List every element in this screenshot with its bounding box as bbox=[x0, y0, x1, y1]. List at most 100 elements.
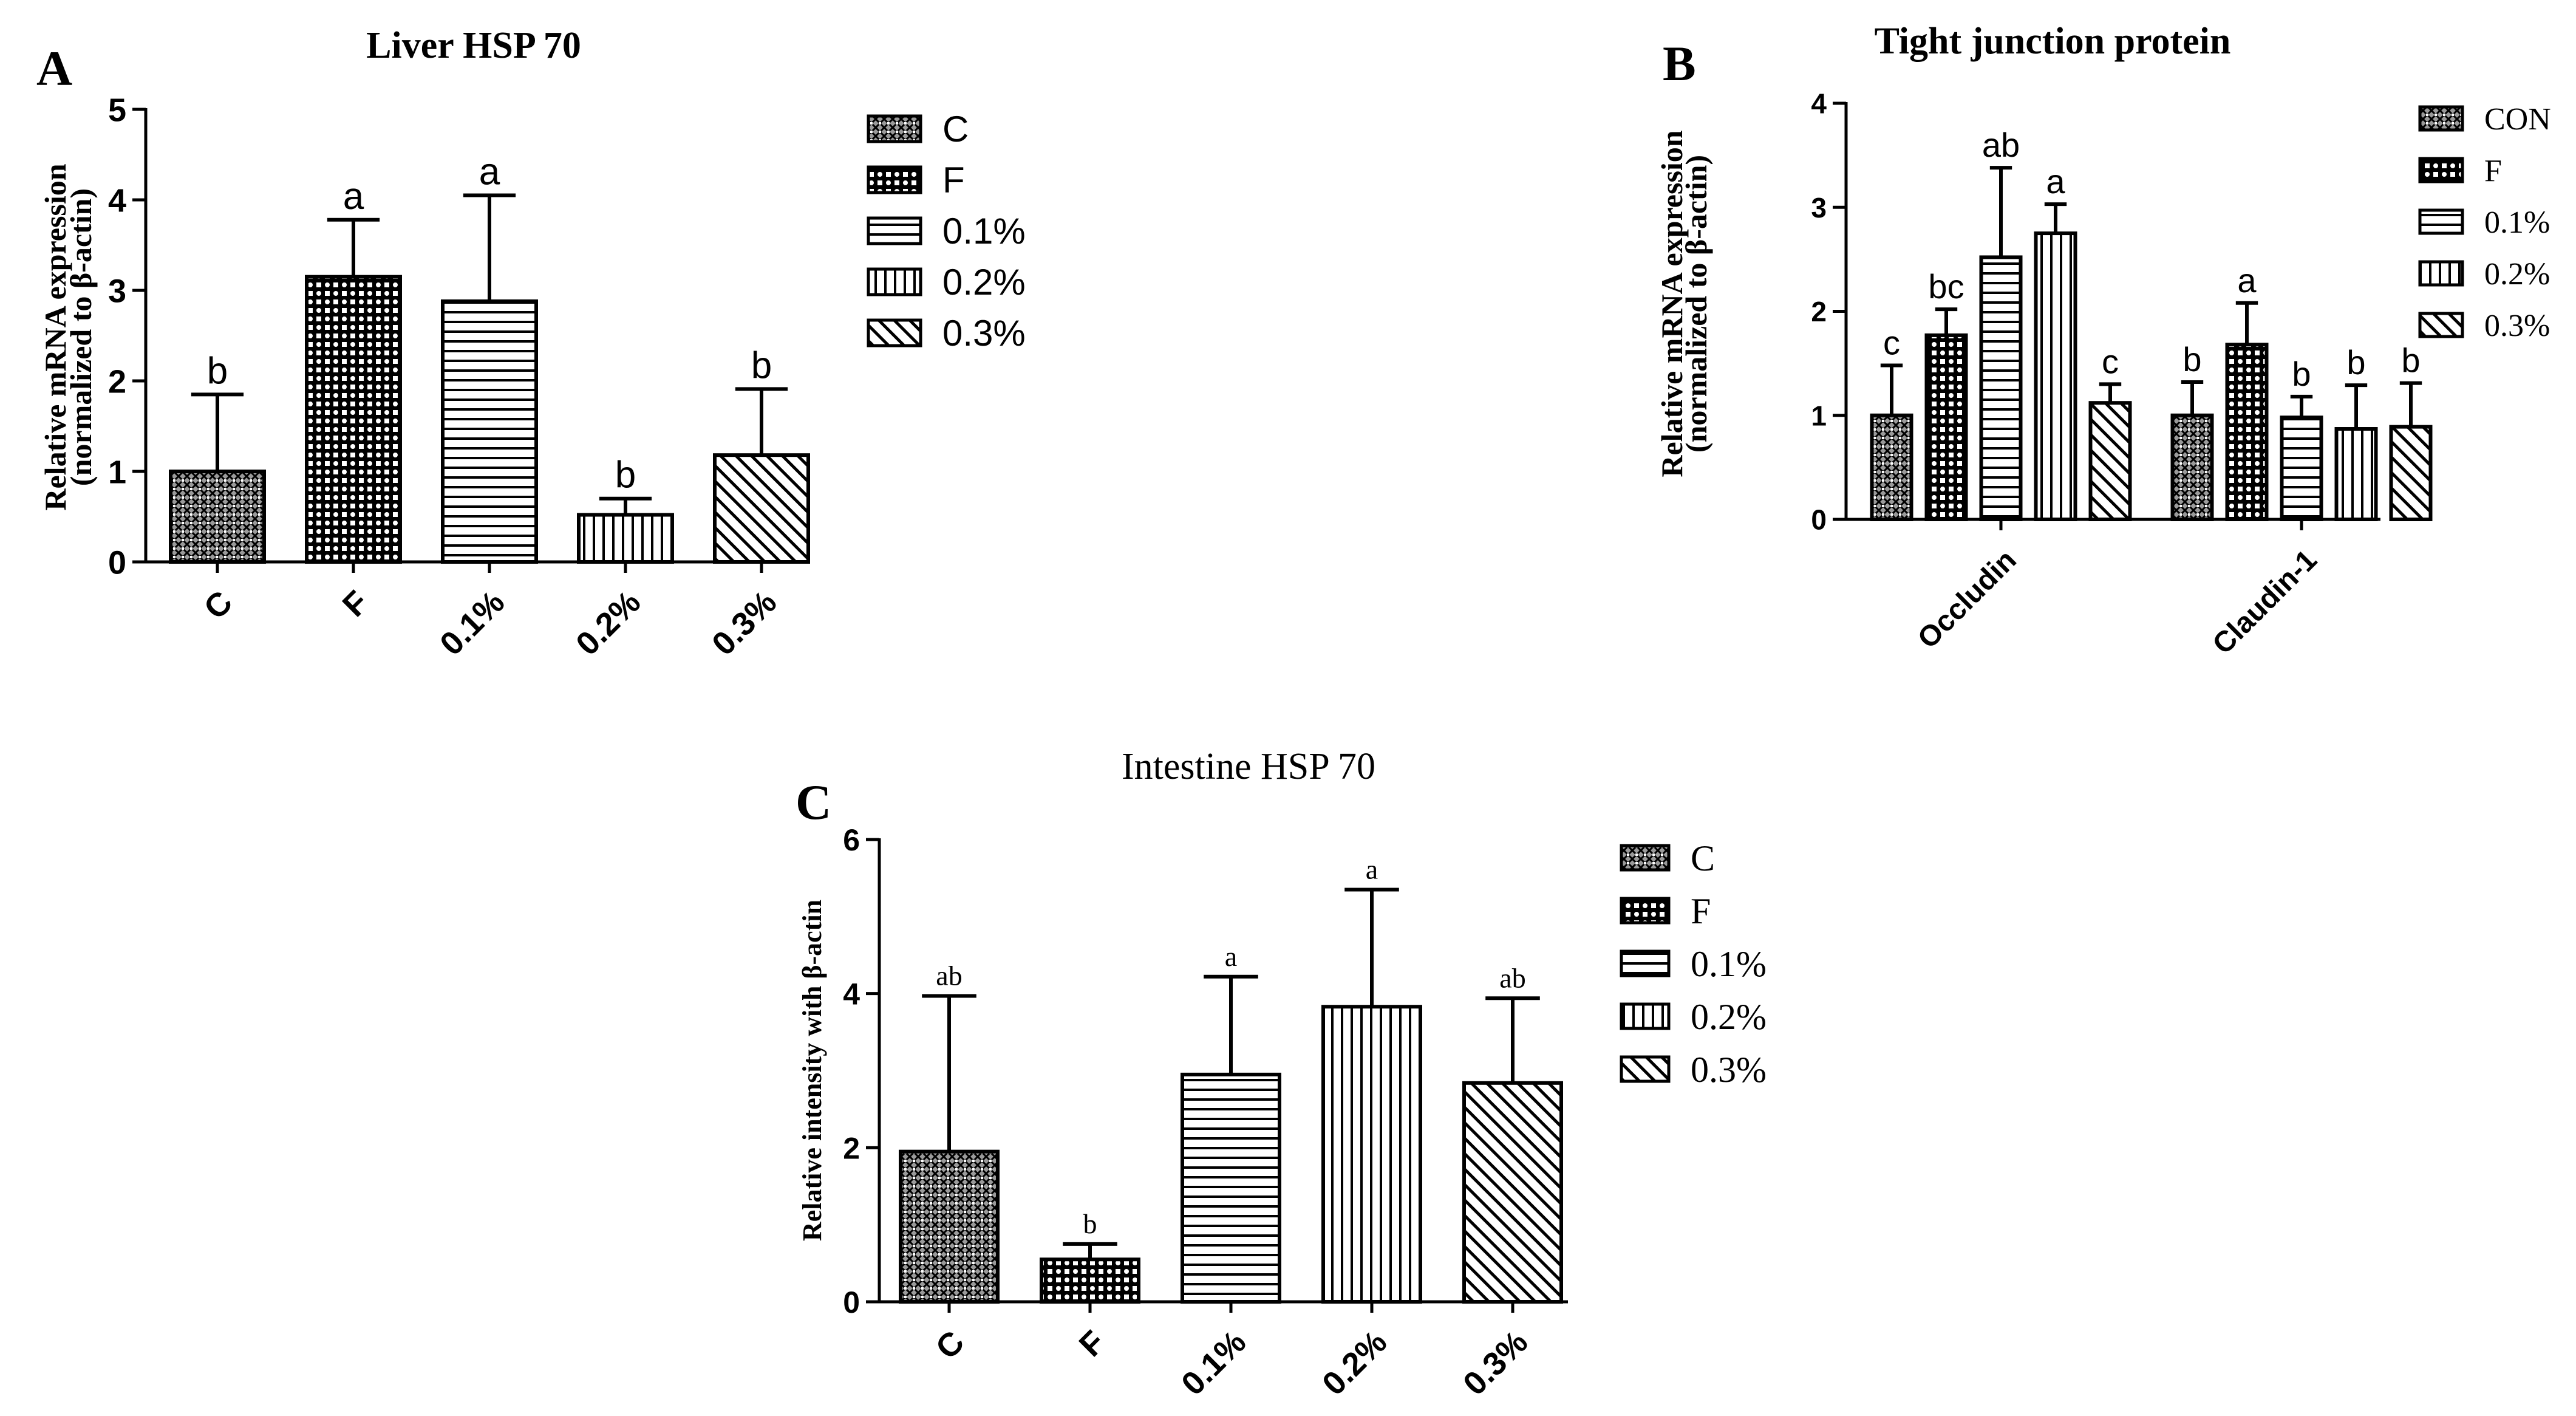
significance-letter: c bbox=[2102, 342, 2119, 380]
significance-letter: bc bbox=[1928, 267, 1964, 306]
y-tick-label: 1 bbox=[1811, 400, 1827, 431]
legend: CON F 0.1% 0.2% 0.3% bbox=[2418, 102, 2551, 343]
legend-label: F bbox=[942, 160, 965, 200]
legend-swatch bbox=[2418, 312, 2464, 338]
legend-label: 0.2% bbox=[942, 262, 1026, 303]
legend-swatch bbox=[2418, 157, 2464, 183]
legend-swatch bbox=[867, 318, 922, 347]
bar bbox=[1321, 1005, 1422, 1304]
bar bbox=[1870, 413, 1913, 521]
legend-swatch bbox=[1620, 1055, 1671, 1083]
chart-title: Intestine HSP 70 bbox=[1122, 746, 1375, 787]
legend-label: C bbox=[942, 109, 969, 149]
legend: CF 0.1% 0.2% 0.3% bbox=[1620, 838, 1767, 1090]
significance-letter: ab bbox=[936, 960, 962, 991]
legend-label: 0.1% bbox=[942, 211, 1026, 251]
x-tick-label: F bbox=[336, 584, 376, 624]
significance-letter: b bbox=[2401, 341, 2420, 380]
y-tick-label: 6 bbox=[843, 823, 860, 857]
significance-letter: b bbox=[2346, 343, 2365, 381]
y-axis-label: Relative intensity with β-actin bbox=[797, 900, 827, 1241]
x-tick-label: C bbox=[197, 584, 239, 626]
y-tick-label: 2 bbox=[1811, 296, 1827, 327]
y-tick-label: 3 bbox=[108, 273, 126, 309]
significance-letter: ab bbox=[1499, 962, 1525, 993]
legend-swatch bbox=[867, 216, 922, 245]
significance-letter: b bbox=[207, 350, 228, 392]
bar bbox=[1924, 333, 1968, 521]
bar bbox=[2334, 427, 2378, 522]
legend-label: 0.1% bbox=[2484, 205, 2550, 240]
bar bbox=[899, 1149, 1000, 1304]
legend-label: 0.3% bbox=[2484, 309, 2550, 343]
significance-letter: a bbox=[1225, 941, 1237, 972]
legend: CF 0.1% 0.2% 0.3% bbox=[867, 109, 1026, 354]
y-axis-label-sub: (normalized to β-actin) bbox=[64, 188, 98, 486]
y-tick-label: 0 bbox=[108, 544, 126, 581]
bar bbox=[305, 275, 402, 564]
bar bbox=[2225, 343, 2269, 521]
y-tick-label: 5 bbox=[108, 92, 126, 128]
x-tick-label: C bbox=[929, 1324, 971, 1366]
significance-letter: c bbox=[1883, 324, 1900, 362]
legend-label: 0.2% bbox=[1691, 997, 1767, 1037]
bar bbox=[2034, 231, 2077, 521]
legend-swatch bbox=[1620, 844, 1671, 872]
panel-label: C bbox=[796, 775, 831, 830]
y-tick-label: 0 bbox=[1811, 504, 1827, 536]
bar bbox=[1462, 1081, 1563, 1304]
legend-label: 0.2% bbox=[2484, 257, 2550, 292]
x-tick-label: 0.3% bbox=[705, 584, 783, 662]
y-tick-label: 4 bbox=[843, 977, 860, 1011]
legend-swatch bbox=[2418, 105, 2464, 132]
legend-swatch bbox=[2418, 260, 2464, 287]
bar bbox=[713, 453, 810, 564]
significance-letter: b bbox=[2292, 355, 2311, 393]
x-tick-label: 0.2% bbox=[569, 584, 647, 662]
bar bbox=[169, 470, 266, 564]
bar bbox=[441, 299, 538, 564]
panel-c: C Intestine HSP 70 Relative intensity with… bbox=[796, 746, 1767, 1403]
chart-title: Liver HSP 70 bbox=[366, 25, 581, 66]
y-tick-label: 4 bbox=[108, 182, 126, 219]
panel-b: B Tight junction protein Relative mRNA exp… bbox=[1655, 21, 2551, 660]
legend-swatch bbox=[1620, 897, 1671, 925]
significance-letter: ab bbox=[1982, 126, 2020, 164]
x-tick-label: Claudin-1 bbox=[2207, 544, 2323, 660]
x-tick-label: Occludin bbox=[1912, 544, 2023, 655]
x-tick-label: F bbox=[1072, 1324, 1113, 1364]
legend-swatch bbox=[2418, 208, 2464, 235]
x-tick-label: 0.2% bbox=[1315, 1324, 1394, 1402]
legend-swatch bbox=[1620, 1002, 1671, 1030]
bar bbox=[2280, 416, 2323, 521]
panel-label: A bbox=[36, 41, 72, 96]
legend-swatch bbox=[867, 114, 922, 143]
bar bbox=[1040, 1257, 1140, 1304]
y-tick-label: 2 bbox=[108, 363, 126, 400]
y-tick-label: 3 bbox=[1811, 192, 1827, 224]
legend-label: 0.3% bbox=[942, 313, 1026, 354]
y-axis-label: Relative mRNA expression bbox=[38, 163, 72, 510]
panel-label: B bbox=[1663, 36, 1696, 91]
bar bbox=[1979, 255, 2023, 521]
y-tick-label: 2 bbox=[843, 1131, 860, 1165]
bar bbox=[2170, 413, 2214, 521]
significance-letter: b bbox=[751, 344, 772, 386]
legend-label: F bbox=[2484, 154, 2502, 188]
x-tick-label: 0.1% bbox=[1174, 1324, 1253, 1402]
x-tick-label: 0.1% bbox=[433, 584, 511, 662]
y-tick-label: 0 bbox=[843, 1285, 860, 1319]
y-tick-label: 1 bbox=[108, 454, 126, 490]
significance-letter: a bbox=[479, 151, 500, 193]
significance-letter: b bbox=[1083, 1208, 1097, 1239]
significance-letter: a bbox=[2237, 261, 2257, 299]
legend-swatch bbox=[867, 165, 922, 194]
chart-title: Tight junction protein bbox=[1875, 21, 2231, 62]
bar bbox=[1181, 1072, 1281, 1304]
bar bbox=[2389, 425, 2433, 522]
y-axis-label-sub: (normalized to β-actin) bbox=[1679, 155, 1713, 453]
x-tick-label: 0.3% bbox=[1456, 1324, 1535, 1402]
legend-swatch bbox=[867, 267, 922, 296]
significance-letter: a bbox=[2046, 162, 2065, 200]
